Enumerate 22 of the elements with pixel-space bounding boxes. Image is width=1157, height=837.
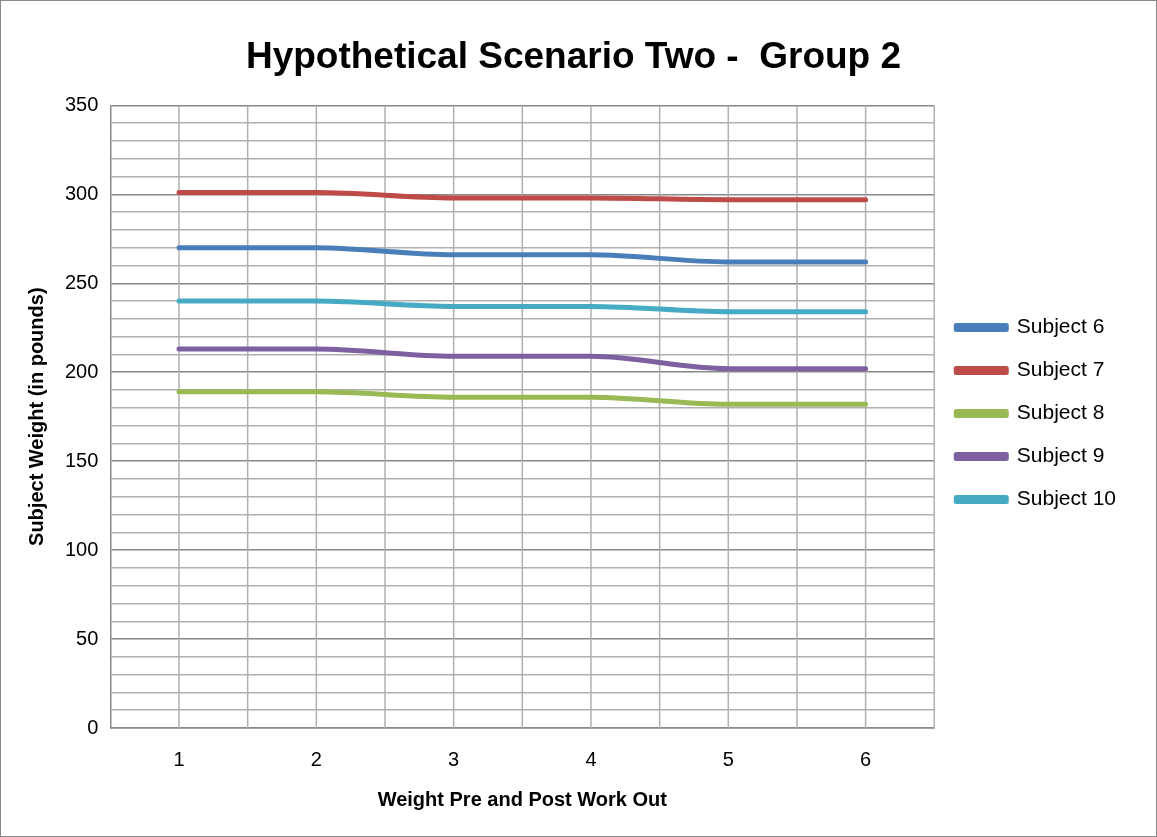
legend-label: Subject 9 xyxy=(1016,443,1105,467)
y-tick-label: 50 xyxy=(76,626,99,649)
x-tick-label: 6 xyxy=(860,747,872,770)
x-axis-title: Weight Pre and Post Work Out xyxy=(377,787,668,810)
y-tick-label: 100 xyxy=(64,537,99,560)
y-tick-label: 350 xyxy=(64,92,99,115)
y-tick-label: 0 xyxy=(87,715,99,738)
chart-title: Hypothetical Scenario Two - Group 2 xyxy=(245,35,902,77)
y-tick-label: 150 xyxy=(64,448,99,471)
y-tick-label: 300 xyxy=(64,181,99,204)
legend-label: Subject 10 xyxy=(1016,486,1117,510)
x-tick-label: 5 xyxy=(722,747,734,770)
y-tick-label: 200 xyxy=(64,359,99,382)
x-tick-label: 3 xyxy=(448,747,460,770)
y-axis-title: Subject Weight (in pounds) xyxy=(24,287,47,546)
legend-label: Subject 8 xyxy=(1016,400,1105,424)
legend-label: Subject 6 xyxy=(1016,314,1105,338)
y-tick-label: 250 xyxy=(64,270,99,293)
x-tick-label: 4 xyxy=(585,747,597,770)
legend-label: Subject 7 xyxy=(1016,357,1105,381)
x-tick-label: 2 xyxy=(310,747,322,770)
x-tick-label: 1 xyxy=(173,747,185,770)
